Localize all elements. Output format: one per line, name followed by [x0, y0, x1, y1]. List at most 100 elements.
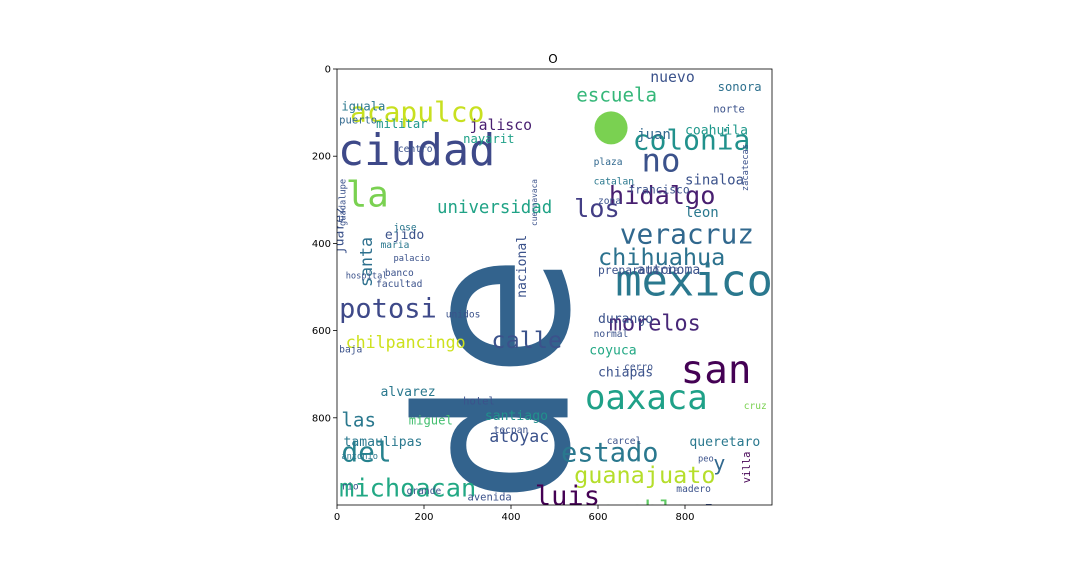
- word-guadalupe: guadalupe: [339, 179, 349, 226]
- word-atoyac: atoyac: [489, 427, 549, 446]
- word-antonio: antonio: [341, 452, 378, 462]
- word-calle: calle: [491, 326, 562, 354]
- word-juan: juan: [637, 127, 671, 143]
- word-santa: santa: [357, 237, 376, 287]
- word-unidos: unidos: [446, 310, 481, 321]
- word-ciudad: ciudad: [338, 126, 495, 176]
- word-no: no: [642, 141, 681, 179]
- word-escuela: escuela: [576, 84, 657, 107]
- word-plaza: plaza: [594, 157, 623, 168]
- word-baja: baja: [339, 344, 362, 355]
- word-coahuila: coahuila: [685, 123, 748, 138]
- word-jalisco: jalisco: [470, 117, 532, 134]
- word-nayarit: nayarit: [463, 132, 514, 146]
- word-las: las: [341, 409, 376, 432]
- word-el: el: [689, 499, 718, 528]
- word-ejido: ejido: [385, 228, 424, 243]
- word-tamaulipas: tamaulipas: [344, 435, 423, 450]
- word-chihuahua: chihuahua: [598, 243, 725, 271]
- word-tecpan: tecpan: [494, 425, 529, 436]
- word-coyuca: coyuca: [589, 344, 636, 359]
- word-villa: villa: [741, 452, 753, 484]
- word-madero: madero: [676, 484, 711, 495]
- word-acapulco: acapulco: [350, 95, 484, 128]
- word-peo: peo: [698, 454, 714, 464]
- word-potosi: potosi: [339, 294, 437, 325]
- plot-frame: [336, 68, 773, 506]
- word-juarez: juarez: [333, 207, 348, 254]
- word-luis: luis: [535, 481, 600, 512]
- word-la: la: [346, 174, 389, 215]
- x-tick-label: 800: [675, 512, 694, 523]
- word-francisco: francisco: [628, 183, 689, 196]
- word-palacio: palacio: [394, 254, 431, 264]
- word-morelos: morelos: [609, 312, 701, 337]
- word-hospital: hospital: [346, 271, 388, 281]
- word-del: del: [341, 435, 391, 468]
- word-san: san: [681, 348, 752, 393]
- word-autonoma: autonoma: [637, 263, 700, 278]
- word-veracruz: veracruz: [620, 217, 754, 250]
- word-universidad: universidad: [437, 198, 552, 218]
- word-grande: grande: [407, 486, 442, 497]
- x-tick-label: 0: [334, 512, 340, 523]
- word-nuevo: nuevo: [650, 69, 695, 86]
- word-puebla: puebla: [600, 495, 688, 524]
- word-miguel: miguel: [409, 413, 453, 427]
- x-tick-label: 200: [414, 512, 433, 523]
- word-sinaloa: sinaloa: [685, 173, 744, 189]
- word-preparatoria: preparatoria: [598, 264, 680, 277]
- word-queretaro: queretaro: [689, 435, 760, 450]
- word-de: de: [375, 253, 618, 505]
- word-zacatecas: zacatecas: [741, 144, 751, 191]
- word-mexico: mexico: [615, 257, 772, 307]
- word-banco: banco: [385, 268, 414, 279]
- word-militar: militar: [376, 117, 427, 131]
- chart-title: O: [548, 52, 557, 66]
- y-tick-label: 600: [312, 326, 331, 337]
- y-tick-label: 400: [312, 239, 331, 250]
- word-hotel: hotel: [463, 396, 495, 408]
- word-catalan: catalan: [594, 177, 634, 188]
- word-guanajuato: guanajuato: [574, 461, 715, 489]
- word-california: california: [637, 530, 705, 543]
- word-sonora: sonora: [718, 80, 762, 94]
- word-puerto: puerto: [339, 115, 377, 127]
- word-leon: leon: [685, 205, 719, 221]
- word-hidalgo: hidalgo: [609, 181, 716, 210]
- word-norte: norte: [713, 104, 745, 116]
- word-zona: zona: [598, 196, 621, 207]
- word-rio: rio: [341, 482, 359, 493]
- y-tick-label: 200: [312, 152, 331, 163]
- x-tick-label: 600: [588, 512, 607, 523]
- word-centro: centro: [398, 144, 433, 155]
- word-cruz: cruz: [744, 401, 767, 412]
- y-tick-label: 0: [325, 65, 331, 76]
- word-carcel: carcel: [607, 436, 642, 447]
- word-los: los: [574, 194, 620, 223]
- word-alvarez: alvarez: [381, 385, 436, 400]
- word-chilpancingo: chilpancingo: [346, 333, 466, 352]
- word-cerro: cerro: [624, 362, 653, 373]
- word-durango: durango: [598, 312, 653, 327]
- word-cuernavaca: cuernavaca: [530, 179, 539, 226]
- x-tick-label: 400: [501, 512, 520, 523]
- word-oaxaca: oaxaca: [585, 378, 708, 418]
- word-nacional: nacional: [515, 235, 530, 298]
- plot-background: [337, 69, 772, 505]
- decorative-dot: [594, 111, 628, 145]
- word-estado: estado: [561, 437, 659, 468]
- word-chiapas: chiapas: [598, 365, 653, 380]
- word-michoacan: michoacan: [339, 473, 476, 502]
- word-normal: normal: [594, 329, 629, 340]
- word-jose: jose: [394, 222, 417, 233]
- word-avenida: avenida: [468, 492, 512, 504]
- word-y: y: [713, 451, 725, 475]
- word-maria: maria: [381, 240, 410, 251]
- word-santiago: santiago: [485, 409, 548, 424]
- word-facultad: facultad: [376, 279, 422, 290]
- word-iguala: iguala: [341, 99, 385, 113]
- axes: 0 200 400 600 800 0 200 400 600 800: [312, 65, 773, 523]
